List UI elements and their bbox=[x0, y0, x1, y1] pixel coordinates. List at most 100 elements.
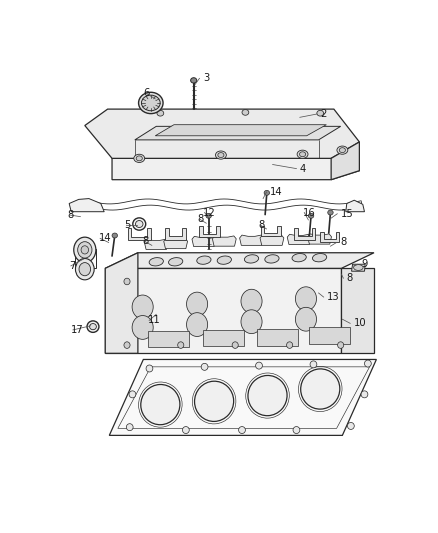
Ellipse shape bbox=[87, 321, 99, 333]
Ellipse shape bbox=[75, 259, 94, 280]
Ellipse shape bbox=[79, 263, 90, 276]
Ellipse shape bbox=[124, 278, 130, 285]
Ellipse shape bbox=[255, 362, 262, 369]
Ellipse shape bbox=[307, 213, 313, 219]
Polygon shape bbox=[144, 239, 168, 249]
Ellipse shape bbox=[138, 92, 162, 114]
Text: 6: 6 bbox=[143, 88, 149, 98]
Ellipse shape bbox=[132, 295, 153, 319]
Polygon shape bbox=[320, 232, 339, 243]
Polygon shape bbox=[199, 225, 219, 237]
Ellipse shape bbox=[327, 210, 332, 215]
Text: 2: 2 bbox=[320, 109, 326, 119]
Ellipse shape bbox=[129, 391, 135, 398]
Ellipse shape bbox=[337, 342, 343, 349]
Text: 8: 8 bbox=[198, 214, 204, 224]
Polygon shape bbox=[330, 142, 359, 180]
Polygon shape bbox=[112, 158, 359, 180]
Ellipse shape bbox=[196, 256, 211, 264]
Ellipse shape bbox=[136, 156, 142, 161]
Ellipse shape bbox=[297, 150, 307, 158]
Polygon shape bbox=[261, 225, 280, 236]
Ellipse shape bbox=[89, 324, 96, 330]
Text: 17: 17 bbox=[71, 325, 84, 335]
Ellipse shape bbox=[240, 289, 261, 313]
Text: 15: 15 bbox=[340, 209, 353, 219]
Ellipse shape bbox=[81, 246, 88, 254]
Ellipse shape bbox=[126, 424, 133, 431]
Ellipse shape bbox=[190, 78, 196, 83]
Ellipse shape bbox=[217, 256, 231, 264]
Polygon shape bbox=[239, 235, 263, 245]
Polygon shape bbox=[127, 228, 151, 240]
Polygon shape bbox=[69, 199, 104, 212]
Polygon shape bbox=[257, 329, 297, 345]
Ellipse shape bbox=[201, 364, 208, 370]
Text: 14: 14 bbox=[98, 233, 111, 244]
Ellipse shape bbox=[194, 381, 233, 422]
Ellipse shape bbox=[149, 257, 163, 266]
Ellipse shape bbox=[217, 152, 223, 158]
Ellipse shape bbox=[295, 287, 316, 311]
Ellipse shape bbox=[293, 426, 299, 433]
Ellipse shape bbox=[240, 310, 261, 334]
Ellipse shape bbox=[146, 365, 152, 372]
Ellipse shape bbox=[247, 375, 286, 416]
Ellipse shape bbox=[241, 109, 248, 115]
Ellipse shape bbox=[132, 316, 153, 340]
Text: 12: 12 bbox=[202, 207, 215, 217]
Polygon shape bbox=[341, 268, 373, 353]
Ellipse shape bbox=[232, 342, 238, 349]
Polygon shape bbox=[345, 200, 364, 212]
Polygon shape bbox=[286, 235, 311, 245]
Ellipse shape bbox=[238, 426, 245, 433]
Ellipse shape bbox=[157, 110, 163, 116]
Text: 8: 8 bbox=[258, 220, 264, 230]
Polygon shape bbox=[351, 264, 364, 271]
Ellipse shape bbox=[336, 146, 347, 154]
Ellipse shape bbox=[339, 148, 345, 152]
Polygon shape bbox=[105, 253, 373, 268]
Ellipse shape bbox=[182, 426, 189, 433]
Ellipse shape bbox=[299, 152, 305, 157]
Polygon shape bbox=[309, 327, 350, 344]
Ellipse shape bbox=[300, 369, 339, 409]
Polygon shape bbox=[307, 234, 331, 244]
Polygon shape bbox=[259, 235, 283, 245]
Ellipse shape bbox=[186, 292, 207, 316]
Text: 5: 5 bbox=[124, 220, 131, 230]
Polygon shape bbox=[165, 228, 185, 240]
Ellipse shape bbox=[286, 342, 292, 349]
Text: 4: 4 bbox=[299, 164, 305, 174]
Polygon shape bbox=[191, 236, 215, 247]
Text: 9: 9 bbox=[360, 259, 367, 269]
Polygon shape bbox=[202, 330, 243, 346]
Polygon shape bbox=[105, 268, 341, 353]
Polygon shape bbox=[85, 109, 359, 158]
Ellipse shape bbox=[309, 361, 316, 368]
Text: 3: 3 bbox=[202, 74, 208, 83]
Ellipse shape bbox=[360, 391, 367, 398]
Ellipse shape bbox=[215, 151, 226, 159]
Ellipse shape bbox=[295, 308, 316, 331]
Ellipse shape bbox=[264, 190, 269, 195]
Ellipse shape bbox=[78, 241, 92, 258]
Polygon shape bbox=[109, 359, 375, 435]
Ellipse shape bbox=[353, 265, 362, 270]
Polygon shape bbox=[294, 228, 315, 240]
Ellipse shape bbox=[168, 257, 182, 266]
Ellipse shape bbox=[74, 237, 95, 263]
Ellipse shape bbox=[291, 254, 306, 262]
Ellipse shape bbox=[132, 218, 145, 230]
Polygon shape bbox=[155, 125, 325, 136]
Ellipse shape bbox=[135, 221, 143, 228]
Text: 7: 7 bbox=[69, 261, 75, 271]
Ellipse shape bbox=[186, 313, 207, 336]
Ellipse shape bbox=[134, 154, 145, 163]
Ellipse shape bbox=[264, 255, 279, 263]
Ellipse shape bbox=[141, 95, 160, 111]
Ellipse shape bbox=[244, 255, 258, 263]
Text: 14: 14 bbox=[269, 187, 282, 197]
Polygon shape bbox=[163, 238, 187, 248]
Ellipse shape bbox=[312, 254, 326, 262]
